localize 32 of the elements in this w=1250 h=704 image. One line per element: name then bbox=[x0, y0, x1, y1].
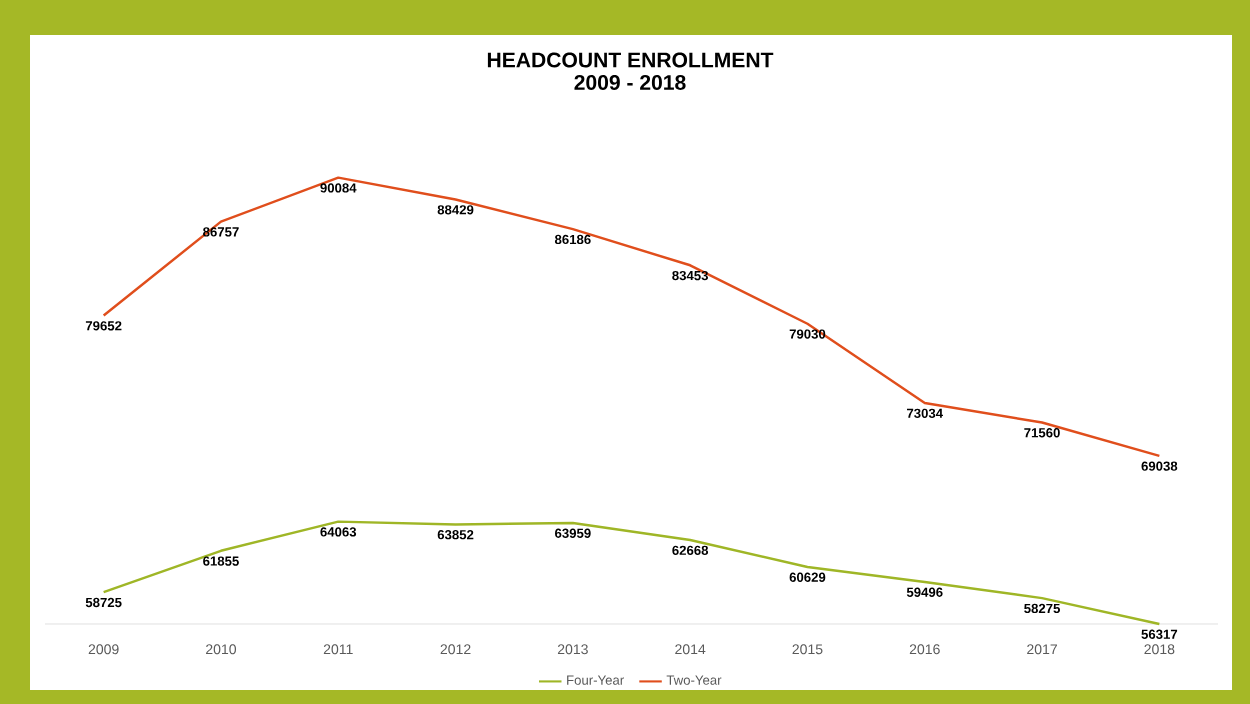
data-label: 56317 bbox=[1141, 629, 1178, 639]
data-label: 69038 bbox=[1141, 461, 1178, 471]
x-tick-label: 2015 bbox=[792, 644, 823, 655]
x-tick-label: 2009 bbox=[88, 644, 119, 655]
data-label: 62668 bbox=[672, 545, 709, 556]
data-label: 59496 bbox=[906, 587, 943, 597]
data-label: 88429 bbox=[437, 205, 474, 215]
data-label: 90084 bbox=[320, 183, 357, 193]
data-label: 64063 bbox=[320, 527, 357, 537]
data-label: 83453 bbox=[672, 270, 708, 281]
chart-title: HEADCOUNT ENROLLMENT bbox=[487, 52, 774, 68]
data-label: 58725 bbox=[85, 597, 122, 608]
data-label: 63959 bbox=[555, 528, 591, 538]
data-label: 86186 bbox=[554, 234, 591, 245]
x-tick-label: 2014 bbox=[675, 644, 706, 655]
data-label: 73034 bbox=[907, 408, 943, 418]
data-label: 60629 bbox=[789, 572, 826, 582]
x-tick-label: 2017 bbox=[1027, 644, 1057, 655]
x-tick-label: 2011 bbox=[323, 644, 353, 655]
x-tick-label: 2012 bbox=[440, 644, 471, 655]
data-label: 71560 bbox=[1024, 428, 1060, 438]
data-label: 63852 bbox=[437, 530, 474, 540]
x-tick-label: 2010 bbox=[206, 644, 237, 655]
data-label: 79652 bbox=[85, 321, 122, 331]
x-tick-label: 2016 bbox=[909, 644, 940, 655]
legend-label: Two-Year bbox=[666, 675, 722, 685]
x-tick-label: 2018 bbox=[1144, 644, 1175, 655]
legend-label: Four-Year bbox=[567, 675, 624, 685]
data-label: 58275 bbox=[1024, 603, 1061, 614]
x-tick-label: 2013 bbox=[557, 644, 588, 655]
data-label: 61855 bbox=[203, 556, 239, 566]
chart-subtitle: 2009 - 2018 bbox=[574, 75, 686, 90]
